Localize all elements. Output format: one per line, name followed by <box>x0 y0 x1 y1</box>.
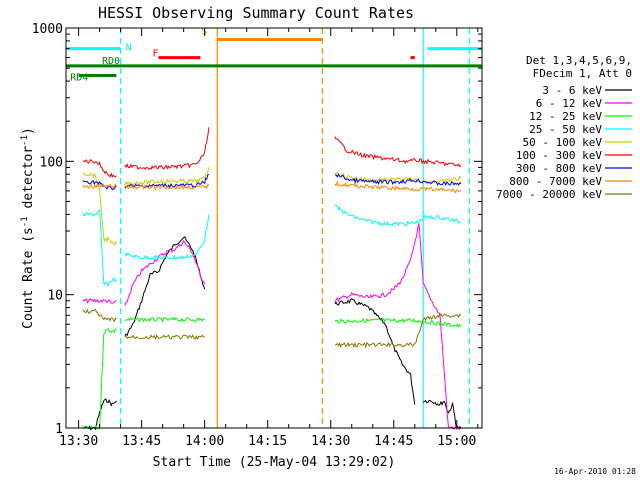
series-line <box>82 183 117 189</box>
flag-label: RD4 <box>70 73 88 84</box>
axis-ticks: 13:30 13:45 14:00 14:15 14:30 14:45 15:00 1 10 10… <box>32 22 482 449</box>
series-line <box>334 317 462 328</box>
series-line <box>82 308 117 323</box>
legend-label: 800 - 7000 keV <box>509 175 602 188</box>
series-line <box>124 167 210 187</box>
series-line <box>82 179 117 191</box>
flag-label: N <box>126 43 132 54</box>
series-line <box>334 223 462 431</box>
legend-label: 50 - 100 keV <box>523 136 603 149</box>
series-line <box>334 204 462 227</box>
x-tick-label: 13:30 <box>59 434 98 449</box>
flag-label: F <box>152 49 158 60</box>
x-tick-label: 15:00 <box>437 434 476 449</box>
y-tick-label: 1000 <box>32 22 63 37</box>
plot-area: NFSRD0RD4 <box>66 26 482 431</box>
series-line <box>334 173 462 187</box>
series-line <box>124 316 205 324</box>
series-line <box>334 180 462 194</box>
x-tick-label: 13:45 <box>122 434 161 449</box>
y-axis-label: Count Rate (s-1 detector-1) <box>20 127 36 329</box>
series-line <box>124 240 206 306</box>
series-line <box>124 334 205 341</box>
series-line <box>82 158 117 179</box>
series-line <box>334 312 462 349</box>
series-line <box>124 173 210 189</box>
plot-frame <box>65 27 483 429</box>
y-tick-label: 100 <box>40 155 63 170</box>
legend-label: 12 - 25 keV <box>529 110 602 123</box>
x-tick-label: 14:45 <box>374 434 413 449</box>
legend-header: FDecim 1, Att 0 <box>533 67 632 80</box>
legend-label: 3 - 6 keV <box>542 84 602 97</box>
legend-label: 7000 - 20000 keV <box>496 188 602 201</box>
series-line <box>82 328 117 431</box>
y-tick-label: 10 <box>47 289 63 304</box>
legend-label: 6 - 12 keV <box>536 97 603 110</box>
y-tick-label: 1 <box>55 422 63 437</box>
series-line <box>124 183 210 191</box>
flag-label: RD0 <box>102 56 120 67</box>
legend: Det 1,3,4,5,6,9,FDecim 1, Att 0 3 - 6 keV… <box>496 54 632 201</box>
series-line <box>124 214 210 261</box>
legend-header: Det 1,3,4,5,6,9, <box>526 54 632 67</box>
series-line <box>82 298 117 304</box>
legend-label: 300 - 800 keV <box>516 162 602 175</box>
x-tick-label: 14:00 <box>185 434 224 449</box>
x-axis-label: Start Time (25-May-04 13:29:02) <box>153 455 396 470</box>
series-line <box>124 236 206 337</box>
series-line <box>82 172 117 246</box>
legend-label: 25 - 50 keV <box>529 123 602 136</box>
series-line <box>334 170 462 186</box>
series-line <box>334 136 462 168</box>
series-line <box>82 208 117 288</box>
x-tick-label: 14:15 <box>248 434 287 449</box>
x-tick-label: 14:30 <box>311 434 350 449</box>
series-line <box>422 399 462 431</box>
legend-label: 100 - 300 keV <box>516 149 602 162</box>
series-line <box>334 298 416 405</box>
chart-title: HESSI Observing Summary Count Rates <box>98 4 414 22</box>
footer-date: 16-Apr-2010 01:28 <box>554 467 636 476</box>
series-line <box>124 127 210 171</box>
